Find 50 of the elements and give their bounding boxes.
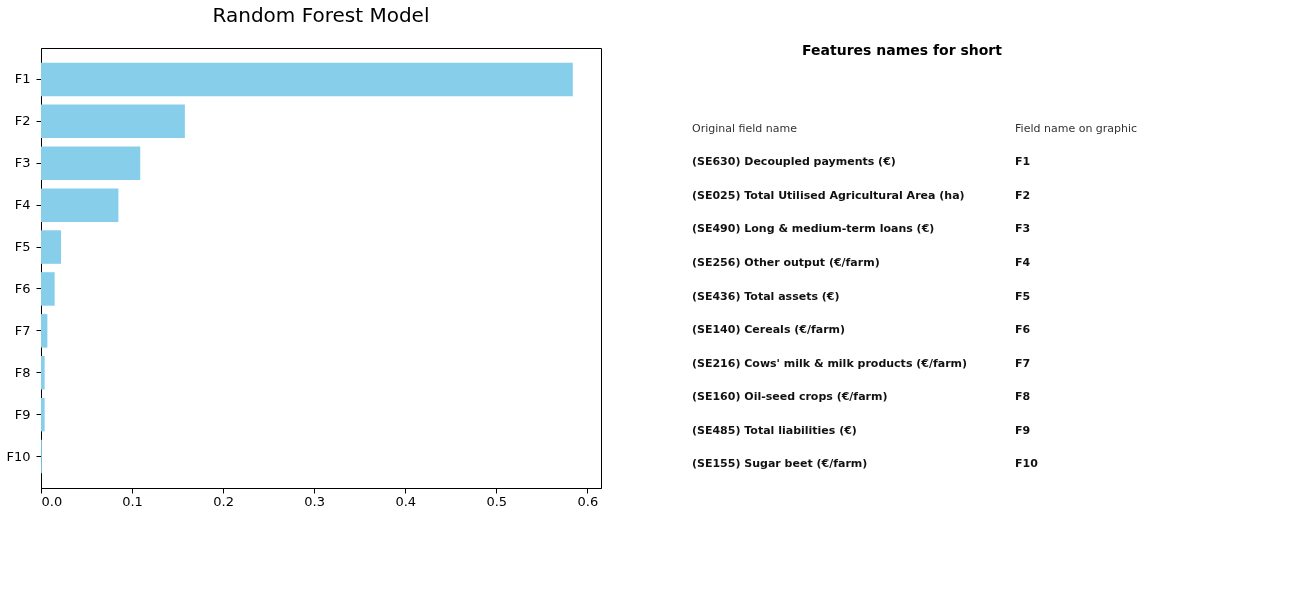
x-tick-label: 0.4 (395, 493, 417, 509)
y-tick-label: F6 (14, 280, 31, 296)
y-tick-label: F8 (14, 364, 31, 380)
text: F8 (1015, 390, 1031, 404)
bar (41, 104, 185, 139)
text: F10 (1015, 457, 1039, 471)
y-tick-label: F9 (14, 406, 31, 422)
x-tick-label: 0.3 (304, 493, 326, 509)
x-tick-label: 0.0 (41, 493, 63, 509)
text: F5 (1015, 289, 1031, 303)
y-tick-label: F1 (14, 71, 31, 87)
text: F4 (1015, 255, 1031, 269)
text: Field name on graphic (1015, 121, 1138, 135)
y-tick-label: F2 (14, 113, 31, 129)
y-tick-label: F10 (6, 448, 31, 464)
x-tick-label: 0.1 (122, 493, 143, 509)
text: F2 (1015, 188, 1031, 202)
text: F1 (1015, 155, 1031, 169)
text: (SE155) Sugar beet (€/farm) (692, 457, 868, 471)
text: Features names for short (802, 42, 1003, 58)
text: (SE216) Cows' milk & milk products (€/farm) (692, 356, 968, 370)
text: (SE485) Total liabilities (€) (692, 423, 857, 437)
y-tick-label: F7 (14, 322, 31, 338)
text: (SE630) Decoupled payments (€) (692, 155, 896, 169)
chart-title: Random Forest Model (212, 3, 430, 27)
text: F9 (1015, 423, 1031, 437)
bar (41, 188, 119, 222)
x-tick-label: 0.2 (213, 493, 234, 509)
bar (41, 230, 62, 264)
text: F3 (1015, 222, 1031, 236)
text: (SE490) Long & medium-term loans (€) (692, 222, 935, 236)
bar (41, 356, 45, 390)
text: Original field name (692, 121, 798, 135)
bar (41, 62, 573, 97)
text: (SE436) Total assets (€) (692, 289, 840, 303)
bar (41, 397, 45, 432)
x-tick-label: 0.6 (577, 493, 599, 509)
y-tick-label: F4 (14, 197, 31, 213)
bar (41, 314, 48, 348)
bar (41, 146, 141, 180)
text: (SE160) Oil-seed crops (€/farm) (692, 390, 888, 404)
x-tick-label: 0.5 (486, 493, 508, 509)
text: (SE140) Cereals (€/farm) (692, 323, 846, 337)
y-tick-label: F5 (14, 239, 31, 255)
bar (41, 272, 55, 306)
text: (SE256) Other output (€/farm) (692, 255, 880, 269)
text: F7 (1015, 356, 1031, 370)
text: F6 (1015, 323, 1031, 337)
text: (SE025) Total Utilised Agricultural Area (ha) (692, 188, 965, 202)
y-tick-label: F3 (14, 155, 31, 171)
